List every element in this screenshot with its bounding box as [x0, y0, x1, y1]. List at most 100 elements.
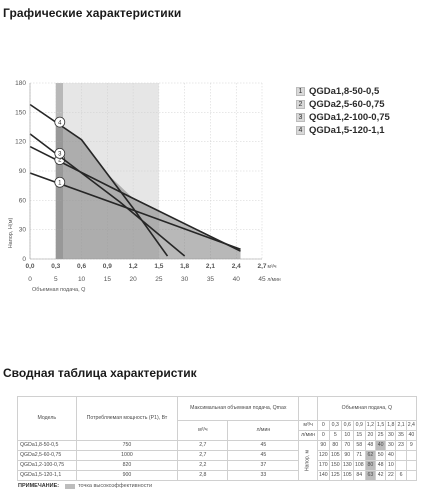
- qmax-cell: 2,8: [177, 470, 229, 481]
- q-lmin-cell: 0: [316, 430, 330, 441]
- series-marker-label: 1: [58, 180, 62, 186]
- col-header-flow-unit2: л/мин: [227, 420, 300, 441]
- x-unit-label: м³/ч: [267, 264, 276, 270]
- head-value-cell: 6: [395, 470, 407, 481]
- col-header-flow-unit1: м³/ч: [177, 420, 229, 441]
- page-title: Графические характеристики: [3, 6, 182, 20]
- x-tick-label: 0,0: [25, 263, 34, 270]
- head-value-cell: 90: [340, 450, 354, 461]
- table-row: QGDa2,5-60-0,75 1000 2,7 45 120 105 90 71 62 50 40: [17, 450, 418, 461]
- performance-area: [55, 122, 241, 259]
- power-cell: 820: [75, 460, 179, 471]
- head-value-cell: [395, 460, 407, 471]
- head-value-cell: 80: [364, 460, 377, 471]
- q-lmin-cell: 40: [405, 430, 418, 441]
- head-value-cell: 90: [316, 440, 330, 451]
- head-value-cell: 23: [395, 440, 407, 451]
- note-label: ПРИМЕЧАНИЕ:: [18, 483, 60, 489]
- head-value-cell: 48: [374, 460, 387, 471]
- head-value-cell: 50: [374, 450, 387, 461]
- series-marker-label: 3: [58, 152, 62, 158]
- y-axis-label: Напор, Н(м): [8, 218, 14, 249]
- head-value-cell: 62: [364, 450, 377, 461]
- q-m3-cell: 0,6: [340, 420, 354, 431]
- x2-tick-label: 0: [28, 276, 32, 283]
- x-tick-label: 1,8: [180, 263, 189, 270]
- y-tick-label: 150: [15, 109, 26, 116]
- x2-tick-label: 35: [207, 276, 215, 283]
- col-header-model: Модель: [17, 396, 77, 441]
- qmax-lmin-cell: 45: [227, 440, 300, 451]
- x2-tick-label: 45: [258, 276, 266, 283]
- table-title: Сводная таблица характеристик: [3, 366, 197, 380]
- x-tick-label: 2,4: [232, 263, 241, 270]
- col-header-unit-q1: м³/ч: [298, 420, 318, 431]
- q-lmin-cell: 15: [352, 430, 366, 441]
- head-value-cell: [405, 470, 418, 481]
- x-tick-label: 2,1: [206, 263, 215, 270]
- qmax-lmin-cell: 33: [227, 470, 300, 481]
- q-lmin-cell: 20: [364, 430, 377, 441]
- head-value-cell: 130: [340, 460, 354, 471]
- q-lmin-cell: 25: [374, 430, 387, 441]
- head-value-cell: [405, 460, 418, 471]
- x-tick-label: 0,6: [77, 263, 86, 270]
- legend-item: 4 QGDa1,5-120-1,1: [296, 124, 426, 136]
- series-marker-1: [54, 176, 66, 188]
- x-tick-label: 0,9: [103, 263, 112, 270]
- head-value-cell: 105: [340, 470, 354, 481]
- q-m3-cell: 0,9: [352, 420, 366, 431]
- q-lmin-cell: 35: [395, 430, 407, 441]
- table-note: ПРИМЕЧАНИЕ: точка высокоэффективности: [18, 483, 152, 489]
- x2-tick-label: 5: [54, 276, 58, 283]
- legend-item: 3 QGDa1,2-100-0,75: [296, 111, 426, 123]
- head-value-cell: 71: [352, 450, 366, 461]
- legend-label: QGDa1,2-100-0,75: [309, 111, 390, 123]
- head-value-cell: 30: [385, 440, 397, 451]
- q-m3-cell: 2,4: [405, 420, 418, 431]
- q-m3-cell: 1,5: [374, 420, 387, 431]
- head-value-cell: 40: [374, 440, 387, 451]
- legend-label: QGDa1,5-120-1,1: [309, 124, 385, 136]
- x2-tick-label: 10: [78, 276, 86, 283]
- legend-item: 2 QGDa2,5-60-0,75: [296, 98, 426, 110]
- y-tick-label: 180: [15, 80, 26, 87]
- qmax-cell: 2,7: [177, 450, 229, 461]
- head-value-cell: 10: [385, 460, 397, 471]
- power-cell: 750: [75, 440, 179, 451]
- head-value-cell: 80: [328, 440, 342, 451]
- legend-number-badge: 2: [296, 99, 305, 109]
- series-line-1: [29, 172, 241, 250]
- model-cell: QGDa1,5-120-1,1: [17, 470, 77, 481]
- head-value-cell: 48: [364, 440, 377, 451]
- head-value-cell: 42: [374, 470, 387, 481]
- q-m3-cell: 2,1: [395, 420, 407, 431]
- head-label-cell: Напор, м: [298, 440, 318, 481]
- head-value-cell: 84: [352, 470, 366, 481]
- x2-tick-label: 30: [181, 276, 189, 283]
- legend-label: QGDa2,5-60-0,75: [309, 98, 385, 110]
- qmax-lmin-cell: 37: [227, 460, 300, 471]
- x-tick-label: 2,7: [257, 263, 266, 270]
- x-tick-label: 0,3: [51, 263, 60, 270]
- head-value-cell: 9: [405, 440, 418, 451]
- legend-number-badge: 4: [296, 125, 305, 135]
- head-value-cell: 170: [316, 460, 330, 471]
- x-tick-label: 1,2: [129, 263, 138, 270]
- head-value-cell: 120: [316, 450, 330, 461]
- q-lmin-cell: 30: [385, 430, 397, 441]
- x-tick-label: 1,5: [154, 263, 163, 270]
- col-header-power: Потребляемая мощность (P1), Вт: [75, 396, 179, 441]
- legend-number-badge: 3: [296, 112, 305, 122]
- y-tick-label: 120: [15, 139, 26, 146]
- note-swatch: [65, 483, 76, 489]
- series-marker-3: [54, 148, 66, 159]
- head-value-cell: 105: [328, 450, 342, 461]
- x2-axis-label: Объемная подача, Q: [32, 287, 86, 293]
- col-header-q-label: [298, 396, 318, 421]
- table-row: QGDa1,8-50-0,5 750 2,7 45 Напор, м 90 80 70 58 48…: [17, 440, 418, 481]
- head-value-cell: 125: [328, 470, 342, 481]
- x2-tick-label: 25: [155, 276, 163, 283]
- qmax-lmin-cell: 45: [227, 450, 300, 461]
